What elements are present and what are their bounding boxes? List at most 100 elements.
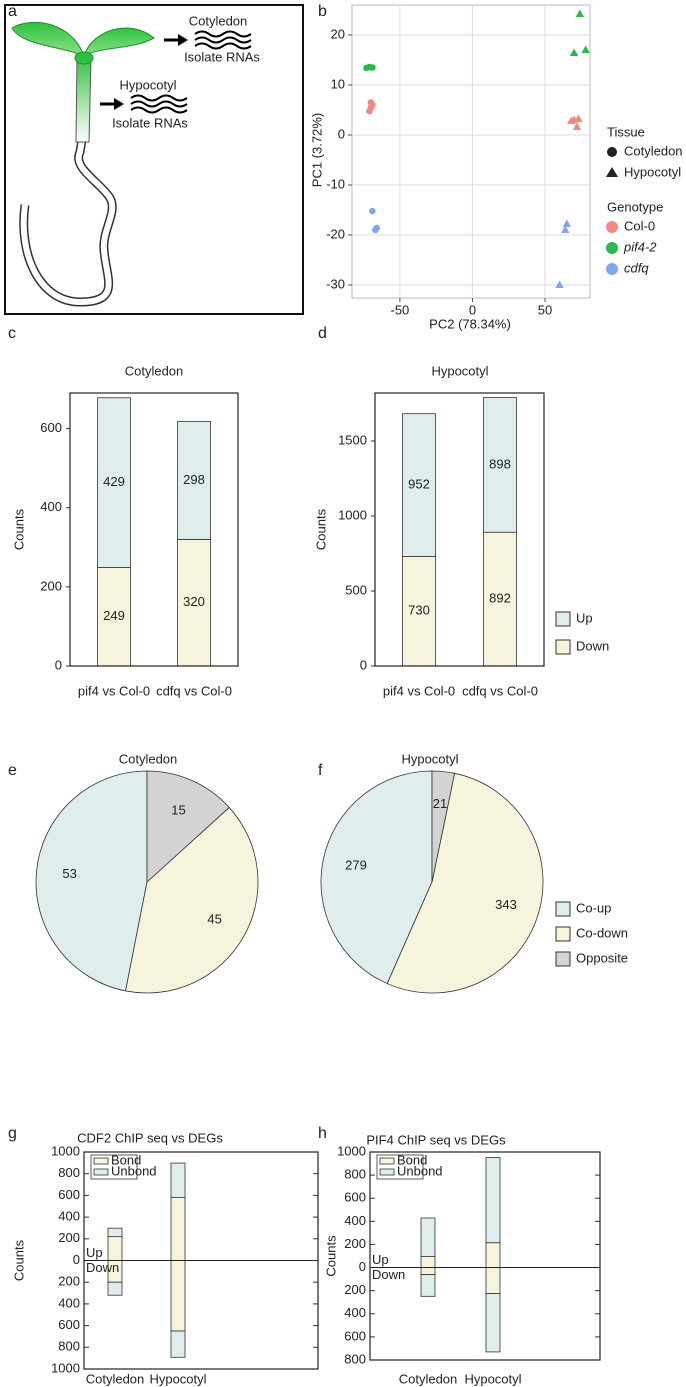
legend-swatch [379,1157,395,1165]
data-label: 952 [408,477,430,492]
y-tick-label: 1000 [51,1143,80,1158]
plot-frame [83,1151,319,1370]
legend-label: Bond [397,1152,427,1167]
y-tick-label: 0 [360,657,367,672]
data-label: 21 [433,796,447,811]
panel-label: b [318,3,327,20]
legend-label: Down [576,638,609,653]
panel-label: e [8,762,17,779]
y-tick-label: 400 [344,1305,366,1320]
data-label: 898 [489,456,511,471]
y-tick-label: 400 [58,1295,80,1310]
point [555,280,564,288]
legend-label: Bond [111,1152,141,1167]
legend-swatch [555,901,571,917]
bar-segment [402,556,436,667]
x-axis-title: PC2 (78.34%) [429,316,511,331]
annotation: Down [372,1267,405,1282]
data-label: 892 [489,591,511,606]
legend-label: Unbond [111,1163,157,1178]
panel-label: h [318,1125,327,1142]
y-tick-label: 500 [345,582,367,597]
y-tick-label: 10 [331,76,345,91]
pie-slice [125,806,259,994]
y-axis-title: Counts [11,1239,26,1281]
legend-marker [606,263,618,275]
legend-swatch [555,926,571,942]
y-tick-label: 1000 [337,1143,366,1158]
legend-label: Up [576,610,593,625]
pie-slice [386,772,544,994]
y-tick-label: 200 [58,1274,80,1289]
point [572,122,582,130]
y-tick-label: 600 [40,420,62,435]
y-tick-label: 600 [58,1187,80,1202]
y-tick-label: 200 [344,1282,366,1297]
legend-marker [606,167,618,177]
panel-label: a [8,3,17,20]
legend-title: Tissue [607,124,645,139]
legend-label: Cotyledon [624,143,683,158]
y-tick-label: 400 [58,1209,80,1224]
legend-label: Hypocotyl [624,164,681,179]
y-tick-label: 800 [58,1339,80,1354]
y-tick-label: 600 [344,1328,366,1343]
y-tick-label: 0 [73,1252,80,1267]
x-tick-label: 0 [469,302,476,317]
legend-label: cdfq [624,260,649,275]
annotation: Up [86,1245,103,1260]
bar-segment [485,1267,501,1294]
bar-segment [107,1227,123,1238]
legend-swatch [555,611,571,627]
y-tick-label: 200 [344,1236,366,1251]
y-tick-label: 800 [344,1351,366,1366]
legend-marker [607,147,617,157]
bar-segment [420,1256,436,1268]
point [581,45,590,53]
legend-marker [606,242,618,254]
rna-waves [130,94,188,114]
point [561,225,570,233]
y-tick-label: 800 [58,1165,80,1180]
plot-frame [351,4,591,299]
point [369,207,376,215]
y-tick-label: 1000 [51,1360,80,1375]
y-axis-title: PC1 (3.72%) [309,113,324,187]
legend-label: Col-0 [624,218,655,233]
point [367,104,375,111]
pie-slice [146,770,230,883]
y-axis-title: Counts [11,508,26,550]
annotation: Down [86,1260,119,1275]
diagram-label: Isolate RNAs [184,49,260,64]
arrow-head [178,34,188,46]
panel-label: c [8,325,16,342]
x-tick-label: Cotyledon [399,1371,458,1386]
plot-frame [69,392,239,667]
data-label: 45 [207,912,221,927]
pie-slice [320,770,433,985]
bar-segment [107,1281,123,1296]
rna-waves [194,30,252,50]
y-tick-label: 200 [58,1230,80,1245]
y-tick-label: -10 [326,176,345,191]
x-tick-label: pif4 vs Col-0 [78,683,150,698]
apex [74,51,94,65]
bar-segment [170,1162,186,1198]
y-tick-label: 600 [344,1190,366,1205]
point [363,64,370,72]
y-tick-label: 0 [338,126,345,141]
legend-swatch [93,1168,109,1176]
legend-swatch [555,639,571,655]
y-tick-label: -20 [326,226,345,241]
root [20,139,116,306]
y-tick-label: 20 [331,26,345,41]
bar-segment [420,1267,436,1275]
data-label: 730 [408,603,430,618]
bar-segment [483,397,517,533]
legend-label: Co-down [576,925,628,940]
diagram-frame [4,4,304,315]
bar-segment [170,1197,186,1261]
legend-label: Co-up [576,900,611,915]
point [371,226,379,234]
